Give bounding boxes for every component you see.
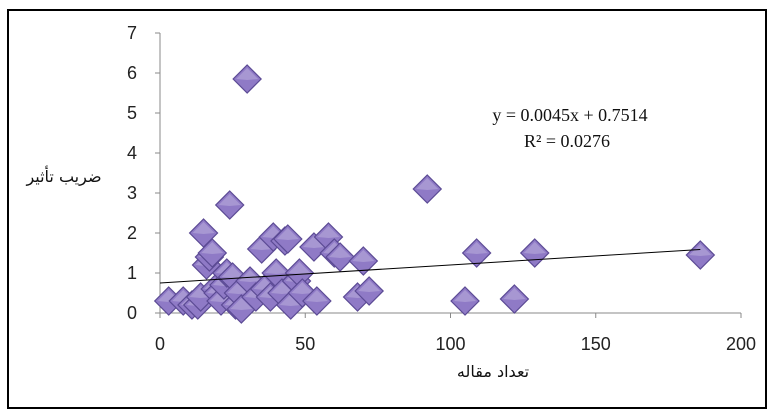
data-point-highlight [305,290,328,302]
data-point-highlight [201,242,224,254]
y-tick-label: 2 [127,223,137,243]
chart-area [7,9,767,409]
y-tick-label: 1 [127,263,137,283]
data-point-marker [272,224,303,254]
data-point-highlight [227,282,250,294]
y-tick-label: 0 [127,303,137,323]
trendline [159,248,701,284]
data-point-highlight [250,238,273,250]
x-tick-labels: 0 50 100 150 200 [155,313,756,354]
data-point-highlight [265,262,288,274]
data-point-marker [232,64,262,94]
data-point-highlight [523,242,546,254]
data-point-highlight [192,222,215,234]
data-point-marker [412,174,443,204]
data-point-marker [302,286,332,316]
y-tick-label: 5 [127,103,137,123]
data-points [153,64,716,324]
y-tick-label: 4 [127,143,137,163]
data-point-highlight [358,280,381,292]
data-point-highlight [279,294,302,306]
data-point-highlight [230,298,253,310]
data-point-highlight [271,282,294,294]
data-point-highlight [221,266,244,278]
data-point-highlight [218,194,241,206]
y-tick-label: 7 [127,23,137,43]
x-tick-label: 0 [155,334,165,354]
data-point-highlight [291,282,314,294]
x-tick-label: 50 [295,334,315,354]
data-point-highlight [465,242,488,254]
data-point-marker [214,190,245,220]
data-point-highlight [317,226,340,238]
data-point-marker [348,246,379,276]
data-point-highlight [236,68,259,80]
data-point-highlight [454,290,477,302]
y-tick-labels: 0 1 2 3 4 5 6 7 [127,23,160,323]
trendline-group [159,248,701,284]
data-point-highlight [416,178,439,190]
y-tick-label: 6 [127,63,137,83]
data-point-highlight [689,244,712,256]
data-point-highlight [329,246,352,258]
data-point-highlight [302,236,325,248]
y-axis-label: ضريب تأثير [25,165,101,187]
data-point-marker [325,242,355,272]
data-point-highlight [352,250,375,262]
data-point-marker [450,286,480,316]
r-squared-label: R² = 0.0276 [524,131,610,151]
x-axis-label: تعداد مقاله [457,362,529,381]
data-point-marker [197,238,228,268]
data-point-marker [499,284,530,314]
y-tick-label: 3 [127,183,137,203]
data-point-highlight [276,228,299,240]
x-tick-label: 150 [581,334,611,354]
x-tick-label: 200 [726,334,756,354]
x-tick-label: 100 [435,334,465,354]
trendline-equation: y = 0.0045x + 0.7514 [492,105,647,125]
data-point-highlight [288,262,311,274]
data-point-highlight [239,270,262,282]
data-point-marker [461,238,492,268]
data-point-marker [354,276,385,306]
data-point-highlight [503,288,526,300]
